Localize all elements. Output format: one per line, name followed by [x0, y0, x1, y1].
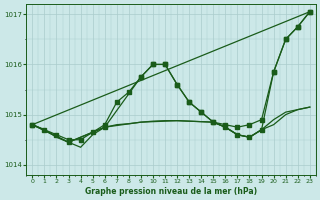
X-axis label: Graphe pression niveau de la mer (hPa): Graphe pression niveau de la mer (hPa) [85, 187, 257, 196]
